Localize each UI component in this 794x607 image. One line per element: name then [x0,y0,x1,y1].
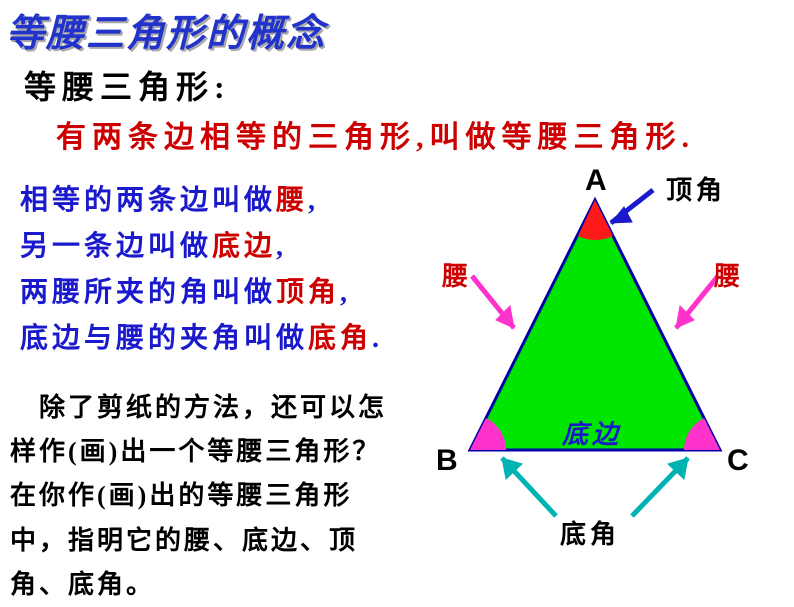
text: 两腰所夹的角叫做 [20,277,276,308]
right-leg-label: 腰 [714,256,744,293]
text: , [276,231,287,262]
text: 底边与腰的夹角叫做 [20,323,308,354]
apex-angle-label: 顶角 [666,170,726,207]
apex-angle-wedge [578,200,613,240]
property-line-1: 相等的两条边叫做腰, [20,180,319,222]
property-line-4: 底边与腰的夹角叫做底角. [20,318,383,360]
triangle-svg [410,170,780,570]
keyword-apex: 顶角 [276,277,340,308]
text: 另一条边叫做 [20,231,212,262]
property-line-2: 另一条边叫做底边, [20,226,287,268]
keyword-base: 底边 [212,231,276,262]
sub-title: 等腰三角形: [24,62,231,108]
property-line-3: 两腰所夹的角叫做顶角, [20,272,351,314]
question-paragraph: 除了剪纸的方法，还可以怎样作(画)出一个等腰三角形？在你作(画)出的等腰三角形中… [10,386,410,607]
left-leg-arrow [472,276,514,328]
text: , [340,277,351,308]
base-angle-label: 底角 [560,514,620,551]
slide-title: 等腰三角形的概念 [6,2,326,57]
vertex-b-label: B [436,444,458,478]
vertex-c-label: C [727,444,749,478]
base-angle-arrow-right [632,458,688,516]
base-angle-arrow-left [502,458,556,516]
keyword-leg: 腰 [276,185,308,216]
right-leg-arrow [676,276,718,328]
triangle-diagram: A B C 顶角 腰 腰 底边 底角 [410,170,780,570]
base-label: 底边 [562,414,622,451]
keyword-base-angle: 底角 [308,323,372,354]
definition-text: 有两条边相等的三角形,叫做等腰三角形. [56,112,695,156]
vertex-a-label: A [585,164,607,198]
text: . [372,323,383,354]
apex-arrow [611,190,653,223]
left-leg-label: 腰 [442,256,472,293]
text: 相等的两条边叫做 [20,185,276,216]
text: , [308,185,319,216]
